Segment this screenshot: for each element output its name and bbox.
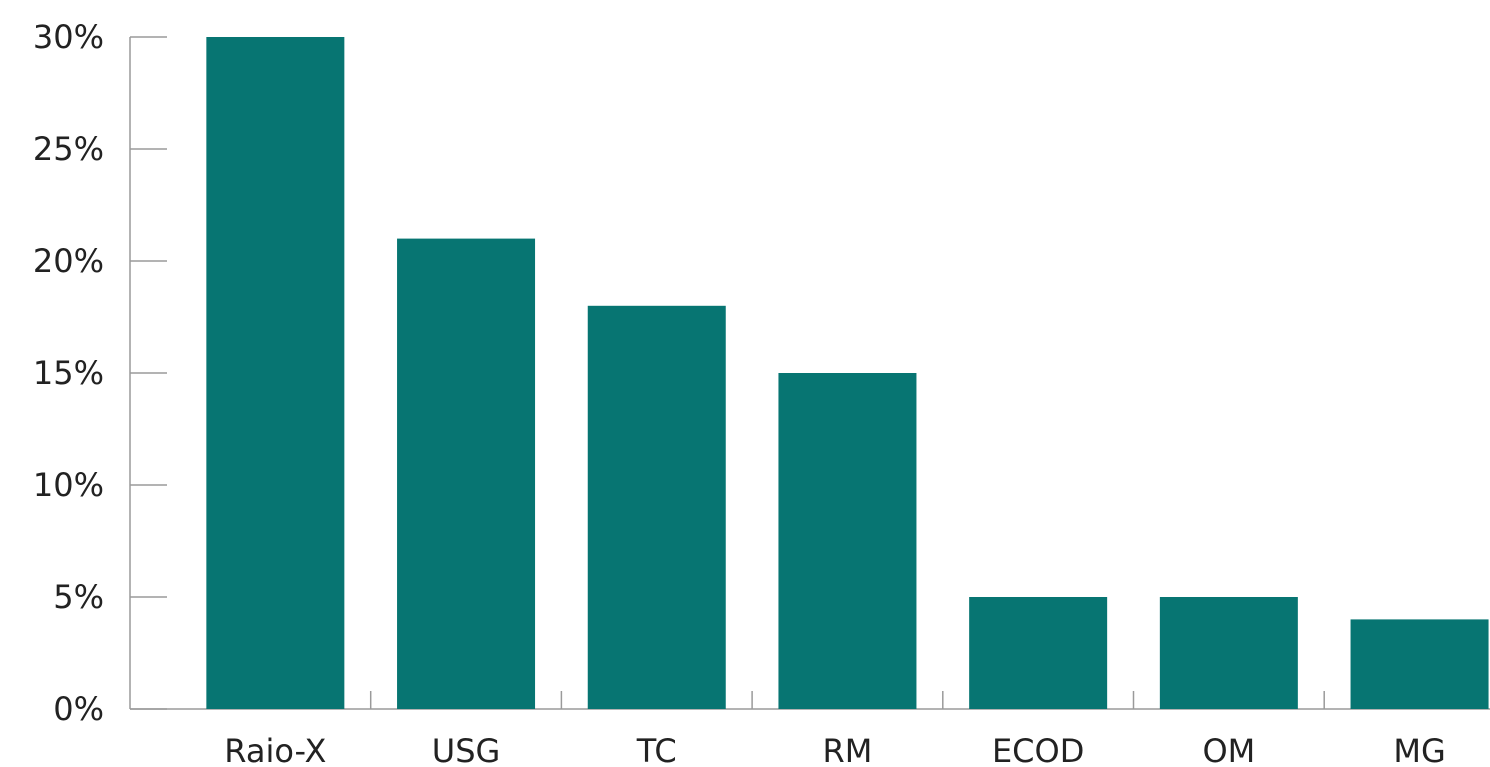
bar-mg	[1350, 619, 1489, 709]
bar-ecod	[969, 597, 1108, 709]
y-tick-label: 30%	[33, 18, 104, 56]
x-tick-label: Raio-X	[224, 732, 326, 767]
x-tick-label: TC	[636, 732, 677, 767]
bar-tc	[587, 305, 726, 709]
y-tick-label: 15%	[33, 354, 104, 392]
y-tick-label: 20%	[33, 242, 104, 280]
bar-rm	[778, 373, 917, 709]
y-tick-label: 5%	[53, 578, 104, 616]
bar-om	[1159, 597, 1298, 709]
y-axis: 0% 5% 10% 15% 20% 25% 30%	[33, 18, 167, 728]
x-tick-label: RM	[823, 732, 873, 767]
x-tick-label: USG	[432, 732, 501, 767]
x-tick-label: MG	[1393, 732, 1445, 767]
bar-raio-x	[206, 37, 345, 709]
bars	[206, 37, 1489, 709]
x-tick-label: OM	[1202, 732, 1255, 767]
y-tick-label: 25%	[33, 130, 104, 168]
y-tick-label: 10%	[33, 466, 104, 504]
y-tick-label: 0%	[53, 690, 104, 728]
x-tick-label: ECOD	[992, 732, 1084, 767]
bar-usg	[397, 238, 536, 709]
